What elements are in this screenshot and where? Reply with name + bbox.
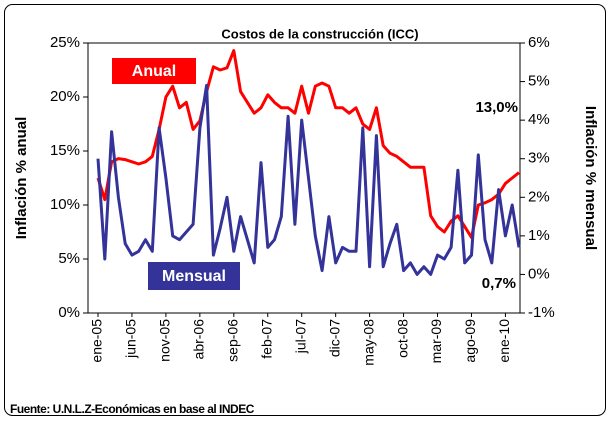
y2-tick-label: 6% (528, 34, 550, 51)
x-tick-label: feb-07 (258, 319, 274, 359)
x-tick-label: jul-07 (292, 319, 308, 354)
legend-swatch (112, 58, 196, 84)
y-tick-label: 5% (58, 250, 80, 267)
y2-tick-label: 5% (528, 73, 550, 90)
y-axis-label: Inflación % anual (13, 117, 30, 240)
y2-tick-label: 3% (528, 150, 550, 167)
x-tick-label: sep-06 (225, 319, 241, 362)
legend-label: Anual (132, 63, 176, 80)
y-tick-label: 25% (50, 34, 80, 51)
y-tick-label: 15% (50, 142, 80, 159)
y2-tick-label: 1% (528, 227, 550, 244)
plot-frame (87, 42, 521, 314)
source-note: Fuente: U.N.L.Z-Económicas en base al IN… (10, 402, 255, 416)
y-tick-label: 10% (50, 196, 80, 213)
x-tick-label: mar-09 (428, 319, 444, 364)
chart-title: Costos de la construcción (ICC) (221, 26, 418, 41)
x-tick-label: nov-05 (157, 319, 173, 362)
y2-tick-label: 4% (528, 111, 550, 128)
legend-label: Mensual (162, 268, 226, 285)
x-tick-label: jun-05 (123, 319, 139, 359)
annotation: 0,7% (482, 275, 516, 292)
legend-swatch (148, 262, 240, 290)
x-tick-label: oct-08 (394, 319, 410, 358)
y2-tick-label: 2% (528, 188, 550, 205)
x-tick-label: ago-09 (462, 319, 478, 363)
series-line (96, 83, 521, 276)
x-tick-label: abr-06 (191, 319, 207, 360)
y2-axis-label: Inflación % mensual (582, 106, 599, 250)
x-tick-label: dic-07 (326, 319, 342, 357)
x-tick-label: ene-05 (89, 319, 105, 363)
x-tick-label: may-08 (360, 319, 376, 366)
x-tick-label: ene-10 (496, 319, 512, 363)
annotation: 13,0% (475, 99, 518, 116)
series-line (96, 49, 520, 239)
y2-tick-label: 0% (528, 265, 550, 282)
y-tick-label: 0% (58, 304, 80, 321)
y2-tick-label: -1% (528, 304, 555, 321)
y-tick-label: 20% (50, 88, 80, 105)
